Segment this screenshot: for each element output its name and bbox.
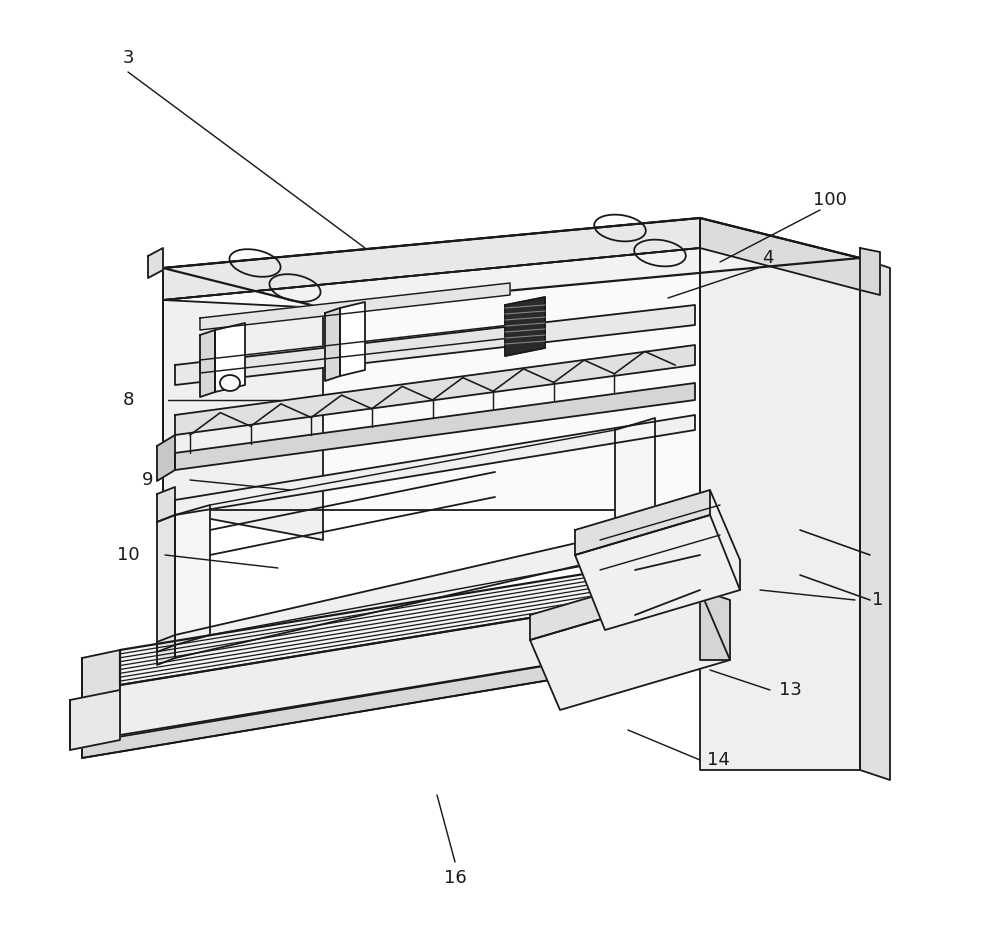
Polygon shape — [175, 505, 210, 645]
Polygon shape — [200, 283, 510, 330]
Polygon shape — [163, 300, 323, 540]
Polygon shape — [615, 418, 655, 560]
Text: 9: 9 — [142, 471, 154, 489]
Polygon shape — [575, 490, 710, 555]
Polygon shape — [163, 248, 700, 510]
Polygon shape — [157, 635, 175, 665]
Polygon shape — [530, 590, 730, 710]
Polygon shape — [700, 218, 860, 290]
Polygon shape — [175, 415, 695, 515]
Polygon shape — [175, 383, 695, 470]
Text: 1: 1 — [872, 591, 884, 609]
Polygon shape — [530, 565, 700, 640]
Text: 13: 13 — [779, 681, 801, 699]
Text: 14: 14 — [707, 751, 729, 769]
Polygon shape — [82, 640, 700, 758]
Text: 10: 10 — [117, 546, 139, 564]
Polygon shape — [575, 515, 740, 630]
Text: 8: 8 — [122, 391, 134, 409]
Polygon shape — [120, 555, 700, 685]
Polygon shape — [82, 650, 120, 743]
Polygon shape — [860, 258, 890, 780]
Polygon shape — [175, 525, 655, 658]
Polygon shape — [175, 305, 695, 385]
Polygon shape — [215, 323, 245, 392]
Polygon shape — [860, 248, 880, 295]
Polygon shape — [148, 248, 163, 278]
Polygon shape — [325, 308, 340, 381]
Text: 100: 100 — [813, 191, 847, 209]
Ellipse shape — [220, 375, 240, 391]
Polygon shape — [70, 690, 120, 750]
Polygon shape — [200, 330, 215, 397]
Text: 4: 4 — [762, 249, 774, 267]
Polygon shape — [175, 345, 695, 435]
Polygon shape — [157, 515, 175, 652]
Polygon shape — [163, 218, 700, 300]
Polygon shape — [340, 302, 365, 376]
Text: 16: 16 — [444, 869, 466, 887]
Polygon shape — [200, 325, 510, 373]
Polygon shape — [157, 487, 175, 522]
Polygon shape — [157, 435, 175, 481]
Polygon shape — [505, 297, 545, 356]
Polygon shape — [163, 218, 860, 308]
Text: 3: 3 — [122, 49, 134, 67]
Polygon shape — [120, 590, 700, 735]
Polygon shape — [700, 218, 860, 770]
Polygon shape — [700, 590, 730, 660]
Polygon shape — [163, 218, 700, 300]
